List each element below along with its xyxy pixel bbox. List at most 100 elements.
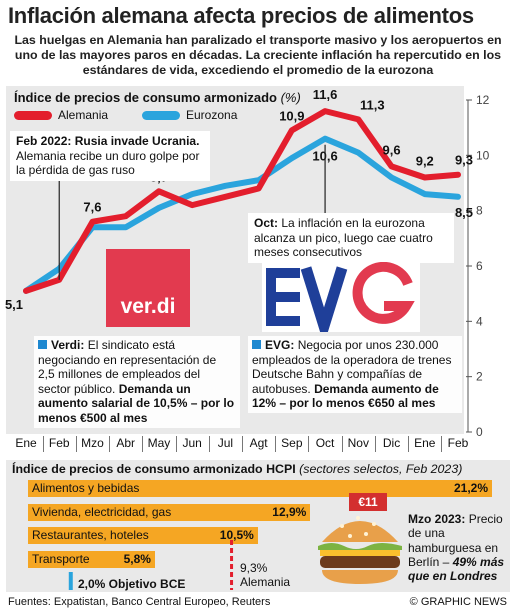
bce-target-label: 2,0% Objetivo BCE <box>78 577 185 591</box>
verdi-logo: ver.di <box>106 249 190 327</box>
bar-chart-title: Índice de precios de consumo armonizado … <box>12 462 462 476</box>
annotation-oct-head: Oct: <box>254 216 278 230</box>
germany-ref-text: Alemania <box>240 575 291 589</box>
x-tick-mark-9 <box>341 436 343 452</box>
data-point-alemania-6 <box>223 195 227 199</box>
x-tick-label-12: Ene <box>414 436 436 450</box>
bar-label-1: Vivienda, electricidad, gas <box>32 505 172 519</box>
x-tick-label-11: Dic <box>382 436 401 450</box>
x-tick-mark-4 <box>175 436 177 452</box>
data-point-eurozona-3 <box>124 225 128 229</box>
data-point-alemania-9 <box>323 109 327 113</box>
series-line-alemania <box>23 108 461 294</box>
data-point-eurozona-11 <box>390 175 394 179</box>
data-point-alemania-13 <box>456 173 460 177</box>
data-point-alemania-5 <box>190 203 194 207</box>
data-point-eurozona-13 <box>456 195 460 199</box>
mzo-note-head: Mzo 2023: <box>408 512 466 526</box>
data-point-eurozona-6 <box>223 184 227 188</box>
bar-value-3: 5,8% <box>123 552 151 566</box>
x-tick-label-8: Sep <box>281 436 303 450</box>
x-tick-mark-0 <box>42 436 44 452</box>
x-tick-mark-12 <box>441 436 443 452</box>
x-tick-mark-11 <box>408 436 410 452</box>
data-label-alemania-9: 11,6 <box>313 87 338 102</box>
bar-value-2: 10,5% <box>219 528 254 542</box>
x-tick-mark-10 <box>374 436 376 452</box>
annotation-feb2022-body: Alemania recibe un duro golpe por la pér… <box>16 148 200 178</box>
legend-item-eurozona: Eurozona <box>142 108 237 122</box>
evg-logo-mark <box>266 261 415 345</box>
bar-label-0: Alimentos y bebidas <box>32 481 140 495</box>
bar-1: Vivienda, electricidad, gas 12,9% <box>28 504 311 521</box>
bar-label-3: Transporte <box>32 552 90 566</box>
annotation-feb2022: Feb 2022: Rusia invade Ucrania. Alemania… <box>10 131 210 181</box>
data-point-alemania-11 <box>390 164 394 168</box>
data-label-alemania-2: 7,6 <box>83 200 101 215</box>
x-tick-label-4: May <box>147 436 171 450</box>
verdi-bullet <box>38 340 47 349</box>
verdi-note-demand: Demanda un aumento salarial de 10,5% – p… <box>38 381 235 425</box>
x-tick-label-0: Ene <box>15 436 37 450</box>
burger-price-tag: €11 <box>349 493 387 511</box>
bar-2: Restaurantes, hoteles 10,5% <box>28 527 258 544</box>
data-point-eurozona-12 <box>423 192 427 196</box>
y-tick-label-4: 4 <box>476 314 483 328</box>
evg-note-body: Negocia por unos 230.000 empleados de la… <box>252 338 452 396</box>
data-point-eurozona-10 <box>356 151 360 155</box>
data-point-eurozona-9 <box>323 137 327 141</box>
legend-label-eurozona: Eurozona <box>186 108 238 122</box>
x-tick-mark-1 <box>75 436 77 452</box>
data-label-eurozona-13: 8,5 <box>455 205 473 220</box>
legend-label-alemania: Alemania <box>58 108 109 122</box>
data-point-eurozona-8 <box>290 156 294 160</box>
data-point-eurozona-4 <box>157 206 161 210</box>
bar-label-2: Restaurantes, hoteles <box>32 528 149 542</box>
data-label-alemania-11: 9,6 <box>382 142 400 157</box>
data-label-alemania-12: 9,2 <box>416 153 434 168</box>
legend-item-alemania: Alemania <box>14 108 108 122</box>
y-tick-label-10: 10 <box>476 148 490 162</box>
line-chart-title: Índice de precios de consumo armonizado … <box>14 90 301 105</box>
data-point-alemania-12 <box>423 175 427 179</box>
data-point-alemania-0 <box>24 289 28 293</box>
x-axis-months: Ene Feb Mzo Abr May Jun Jul Agt Sep Oct Nov Dic Ene F… <box>6 436 476 456</box>
mzo-note-highlight: 49% más que en Londres <box>408 554 505 584</box>
x-tick-label-2: Mzo <box>81 436 104 450</box>
line-chart-title-text: Índice de precios de consumo armonizado <box>14 90 277 105</box>
x-tick-mark-5 <box>208 436 210 452</box>
data-label-alemania-8: 10,9 <box>279 108 304 123</box>
line-chart-unit: (%) <box>280 90 301 105</box>
x-tick-label-9: Oct <box>315 436 335 450</box>
bce-target-line <box>68 572 73 590</box>
x-tick-mark-3 <box>142 436 144 452</box>
legend-swatch-eurozona <box>142 110 180 120</box>
data-label-alemania-13: 9,3 <box>455 153 473 168</box>
bar-chart-title-text: Índice de precios de consumo armonizado … <box>12 462 296 476</box>
mzo-note: Mzo 2023: Precio de una hamburguesa en B… <box>408 512 514 583</box>
x-tick-mark-2 <box>109 436 111 452</box>
verdi-note: Verdi: El sindicato está negociando en r… <box>34 336 240 428</box>
mzo-note-body: Precio de una hamburguesa en Berlín – <box>408 512 503 569</box>
annotation-oct: Oct: La inflación en la eurozona alcanza… <box>248 213 454 263</box>
germany-ref-label: 9,3% Alemania <box>240 561 290 589</box>
bar-value-1: 12,9% <box>272 505 307 519</box>
data-point-alemania-10 <box>356 117 360 121</box>
data-point-alemania-4 <box>157 189 161 193</box>
page-subtitle: Las huelgas en Alemania han paralizado e… <box>14 33 502 77</box>
x-tick-label-5: Jun <box>182 436 202 450</box>
x-tick-mark-7 <box>275 436 277 452</box>
x-tick-label-13: Feb <box>447 436 469 450</box>
evg-logo <box>262 261 420 345</box>
annotation-oct-body: La inflación en la eurozona alcanza un p… <box>254 216 433 259</box>
verdi-note-body: El sindicato está negociando en represen… <box>38 338 217 396</box>
verdi-note-head: Verdi: <box>51 338 85 352</box>
y-tick-label-0: 0 <box>476 425 483 439</box>
sources: Fuentes: Expatistan, Banco Central Europ… <box>8 596 271 608</box>
data-point-alemania-2 <box>90 220 94 224</box>
y-tick-label-2: 2 <box>476 370 483 384</box>
page-title: Inflación alemana afecta precios de alim… <box>8 3 474 28</box>
data-point-alemania-8 <box>290 128 294 132</box>
data-point-alemania-7 <box>257 187 261 191</box>
